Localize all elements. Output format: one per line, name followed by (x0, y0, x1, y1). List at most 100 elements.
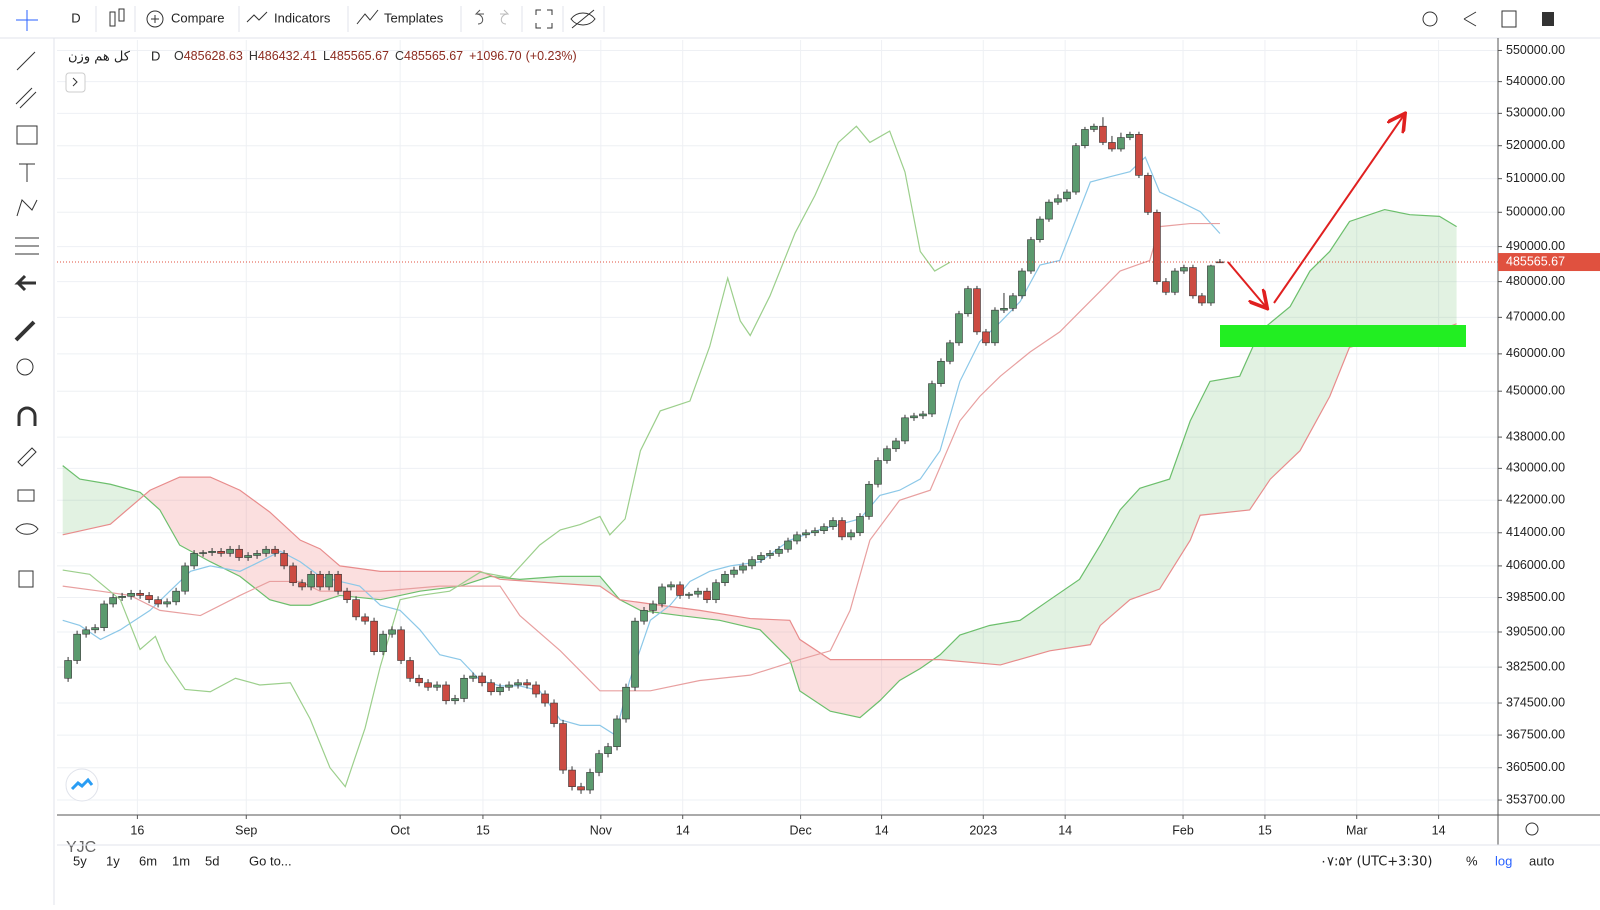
interval-button[interactable]: D (71, 10, 80, 25)
log-toggle[interactable]: log (1495, 853, 1512, 868)
trend-line-tool[interactable] (16, 51, 36, 71)
y-tick-label: 550000.00 (1506, 43, 1565, 57)
compare-button[interactable]: Compare (171, 10, 224, 25)
legend-toggle[interactable] (65, 72, 86, 93)
candle-body (568, 769, 576, 787)
candle-body (370, 620, 378, 652)
candle-body (550, 702, 558, 724)
snapshot-button[interactable] (1501, 10, 1517, 28)
candle-body (406, 660, 414, 679)
indicator-line (62, 222, 1220, 692)
fib-tool[interactable] (15, 87, 37, 109)
candle-body (397, 629, 405, 661)
candle-body (955, 313, 963, 344)
candle-body (910, 415, 918, 419)
undo-button[interactable] (474, 9, 484, 25)
candle-body (424, 682, 432, 688)
candle-body (748, 559, 756, 567)
magnet-tool[interactable] (17, 406, 37, 426)
candle-body (793, 534, 801, 542)
candle-body (685, 593, 693, 596)
range-button[interactable]: 1y (106, 853, 120, 868)
hide-button[interactable] (570, 9, 596, 29)
y-tick-label: 367500.00 (1506, 727, 1565, 741)
candle-body (757, 555, 765, 560)
measure-tool[interactable] (14, 320, 36, 342)
range-button[interactable]: 6m (139, 853, 157, 868)
indicators-icon[interactable] (246, 11, 268, 23)
prediction-tool[interactable] (15, 237, 39, 255)
candle-body (847, 532, 855, 538)
candle-body (658, 586, 666, 605)
candle-body (892, 440, 900, 450)
candle-body (928, 383, 936, 415)
candle-body (163, 601, 171, 605)
visibility-tool[interactable] (15, 523, 39, 535)
candle-body (244, 555, 252, 558)
y-tick-label: 382500.00 (1506, 659, 1565, 673)
candle-body (541, 693, 549, 704)
candle-body (82, 629, 90, 635)
candle-body (667, 584, 675, 588)
y-tick-label: 390500.00 (1506, 624, 1565, 638)
span-a-line (62, 208, 1457, 719)
candle-body (874, 460, 882, 485)
templates-icon[interactable] (356, 9, 379, 25)
candle-body (235, 548, 243, 558)
lock-tool[interactable] (17, 489, 35, 502)
percent-toggle[interactable]: % (1466, 853, 1478, 868)
pattern-tool[interactable] (16, 199, 38, 217)
back-tool[interactable] (14, 274, 36, 292)
candle-body (901, 417, 909, 442)
y-tick-label: 530000.00 (1506, 106, 1565, 120)
shape-tool[interactable] (16, 125, 38, 145)
zoom-tool[interactable] (16, 358, 34, 376)
axis-settings[interactable] (1525, 822, 1539, 836)
compare-icon[interactable] (146, 10, 164, 28)
ohlc-label: C (395, 49, 404, 63)
candle-body (316, 573, 324, 588)
range-button[interactable]: 5y (73, 853, 87, 868)
remove-tool[interactable] (18, 570, 34, 588)
share-button[interactable] (1463, 11, 1477, 27)
x-tick-label: 14 (676, 823, 690, 837)
redo-button[interactable] (500, 9, 510, 25)
candle-body (226, 548, 234, 554)
candle-body (514, 682, 522, 686)
candle-body (982, 331, 990, 344)
indicators-button[interactable]: Indicators (274, 10, 331, 25)
candle-body (127, 593, 135, 597)
candle-body (442, 684, 450, 702)
candle-body (1036, 218, 1044, 240)
delete-button[interactable] (1542, 12, 1554, 26)
text-tool[interactable] (19, 163, 35, 182)
chart-type-icon[interactable] (109, 8, 125, 27)
settings-button[interactable] (1422, 11, 1438, 27)
candle-body (964, 288, 972, 315)
legend-toggle-icon (72, 77, 78, 87)
candle-body (262, 548, 270, 554)
candle-body (343, 590, 351, 600)
fullscreen-button[interactable] (535, 9, 553, 29)
range-button[interactable]: 1m (172, 853, 190, 868)
candle-body (415, 677, 423, 684)
y-tick-label: 510000.00 (1506, 171, 1565, 185)
x-tick-label: Mar (1346, 823, 1368, 837)
last-price-tag (1498, 253, 1600, 272)
ohlc-value: 486432.41 (258, 49, 317, 63)
candle-body (289, 565, 297, 584)
goto-button[interactable]: Go to... (249, 853, 292, 868)
lock-drawing-tool[interactable] (17, 447, 37, 467)
auto-toggle[interactable]: auto (1529, 853, 1554, 868)
range-button[interactable]: 5d (205, 853, 219, 868)
candle-body (1063, 191, 1071, 200)
ohlc-value: 485565.67 (404, 49, 463, 63)
templates-button[interactable]: Templates (384, 10, 444, 25)
candle-body (199, 552, 207, 554)
candle-body (865, 483, 873, 517)
candle-body (739, 565, 747, 571)
crosshair-icon[interactable] (16, 10, 38, 31)
candle-body (1135, 134, 1143, 176)
candle-body (1009, 295, 1017, 309)
